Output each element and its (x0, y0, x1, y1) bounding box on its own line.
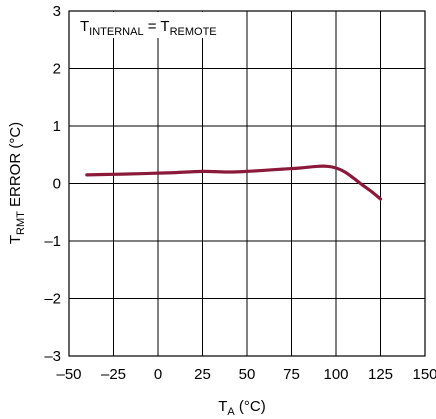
x-tick-label: 0 (154, 366, 162, 383)
y-axis-label-main: T (7, 235, 24, 244)
y-tick-label: 2 (53, 61, 61, 78)
y-tick-label: 0 (53, 176, 61, 193)
series (85, 164, 383, 201)
x-tick-label: 75 (283, 366, 300, 383)
y-tick-label: –1 (44, 233, 61, 250)
x-tick-label: 125 (368, 366, 393, 383)
annotation-background (70, 12, 244, 38)
series-line (85, 164, 383, 201)
plot-frame (68, 10, 426, 357)
y-axis-label: TRMT ERROR (°C) (7, 122, 27, 244)
x-axis-label-unit: (°C) (235, 398, 266, 415)
x-tick-label: –25 (101, 366, 126, 383)
x-tick-label: –50 (56, 366, 81, 383)
y-tick-label: –3 (44, 348, 61, 365)
x-tick-label: 150 (412, 366, 436, 383)
x-axis-label: TA (°C) (218, 398, 266, 418)
grid (68, 10, 426, 357)
annotation-a-sub: INTERNAL (89, 26, 143, 38)
y-tick-label: 1 (53, 118, 61, 135)
x-axis-label-main: T (218, 398, 227, 415)
y-tick-labels: –3 –2 –1 0 1 2 3 (44, 3, 61, 365)
x-tick-label: 50 (239, 366, 256, 383)
x-tick-label: 100 (323, 366, 348, 383)
y-tick-label: –2 (44, 291, 61, 308)
x-tick-labels: –50 –25 0 25 50 75 100 125 150 (56, 366, 436, 383)
annotation-a: T (80, 18, 89, 35)
annotation: TINTERNAL = TREMOTE (80, 18, 217, 38)
annotation-b: T (160, 18, 169, 35)
y-axis-label-unit: ERROR (°C) (7, 122, 24, 211)
y-axis-label-sub: RMT (15, 211, 27, 235)
x-tick-label: 25 (194, 366, 211, 383)
annotation-eq: = (144, 18, 161, 35)
x-axis-label-sub: A (227, 406, 235, 418)
y-tick-label: 3 (53, 3, 61, 20)
annotation-b-sub: REMOTE (170, 26, 217, 38)
